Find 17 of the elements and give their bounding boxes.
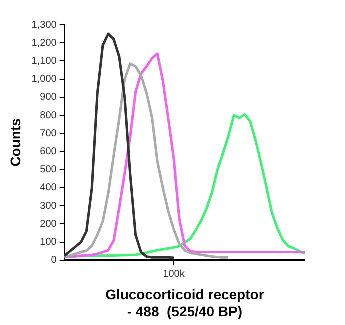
y-axis-title: Counts [7, 118, 24, 167]
y-tick-label: 300 [40, 200, 58, 212]
y-tick-label: 1,300 [32, 20, 58, 31]
y-tick-label: 1,200 [32, 38, 58, 49]
y-tick-label: 100 [40, 237, 58, 248]
y-tick-label: 900 [40, 92, 58, 104]
y-tick-label: 200 [40, 218, 58, 230]
y-tick-label: 800 [40, 110, 58, 122]
y-tick-label: 700 [40, 128, 58, 140]
y-tick-label: 400 [40, 182, 58, 194]
y-tick-label: 600 [40, 146, 58, 158]
x-axis-title: Glucocorticoid receptor - 488 (525/40 BP) [106, 286, 265, 320]
y-tick-label: 1,100 [32, 56, 58, 67]
y-tick-label: 0 [51, 255, 58, 266]
y-tick-label: 500 [40, 164, 58, 176]
y-tick-label: 1,000 [32, 74, 58, 86]
x-tick-label: 100k [163, 269, 186, 280]
